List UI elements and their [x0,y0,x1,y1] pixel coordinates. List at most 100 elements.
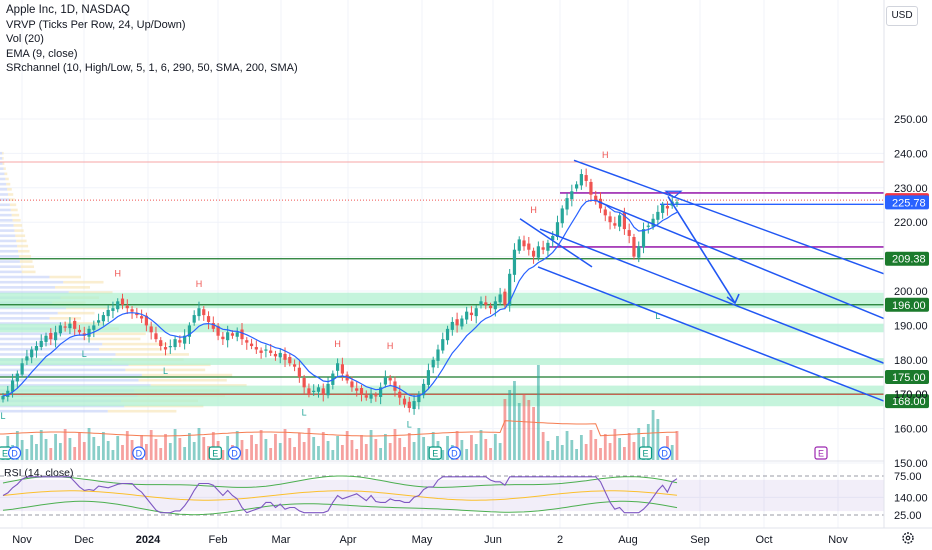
rsi-band [0,479,884,512]
volume-bar [608,443,612,460]
candle-body [192,315,196,323]
volume-bar [264,439,268,460]
candle-body [522,240,526,247]
volume-bar [393,429,397,460]
volume-bar [431,432,435,460]
volume-profile-bar [0,239,17,243]
volume-bar [536,365,540,460]
time-tick-label: Jun [484,534,502,546]
volume-profile-bar [0,317,50,320]
volume-bar [575,449,578,460]
candle-body [603,209,607,216]
volume-profile-bar [0,286,55,289]
candle-body [589,181,593,195]
volume-bar [522,394,526,460]
candle-body [6,390,10,397]
volume-bar [412,442,416,460]
volume-profile-bar [141,373,233,377]
volume-bar [551,450,555,460]
candle-body [178,340,182,343]
volume-profile-bar [0,249,19,253]
volume-bar [111,450,115,460]
rsi-ma-line [2,490,678,501]
volume-bar [35,444,38,460]
volume-bar [584,444,588,460]
candle-body [39,340,43,348]
volume-profile-bar [0,234,16,238]
volume-profile-bar [0,208,11,212]
candle-body [422,383,426,396]
candle-body [97,320,101,323]
volume-profile-bar [0,347,99,351]
candle-body [30,349,34,358]
volume-bar [603,434,607,460]
candle-body [632,236,636,257]
volume-bar [656,419,660,460]
swing-low-label: L [302,408,307,418]
volume-bar [407,433,411,460]
rsi-upper-band [2,475,678,488]
price-badge-bg [885,394,929,409]
volume-profile-bar [2,151,4,155]
indicator-ema[interactable]: EMA (9, close) [6,47,78,60]
swing-low-label: L [407,420,412,430]
price-tick-label: 240.00 [894,148,928,160]
candle-body [364,395,368,398]
volume-profile-bar [99,347,162,351]
candle-body [594,195,598,202]
volume-bar [345,431,349,460]
candle-body [206,316,211,322]
volume-bar [498,443,502,460]
earnings-marker: E [428,446,442,460]
candle-body [560,208,564,224]
candle-body [369,394,373,399]
rsi-title[interactable]: RSI (14, close) [4,467,73,479]
candle-body [312,390,316,392]
candle-body [130,309,134,312]
currency-button[interactable]: USD [886,6,918,26]
candle-body [235,332,239,337]
settings-gear-icon[interactable] [902,532,914,544]
candle-body [469,312,474,316]
candle-body [63,326,67,328]
volume-bar [474,444,478,460]
candle-body [618,215,622,227]
volume-bar [283,429,287,460]
volume-profile-bar [49,317,81,320]
candle-body [326,383,330,396]
gear-outer [902,532,914,544]
indicator-vrvp[interactable]: VRVP (Ticks Per Row, 24, Up/Down) [6,18,186,31]
volume-bar [245,449,249,460]
volume-bar [288,438,292,460]
marker-shape [447,446,461,460]
volume-bar [82,442,86,460]
candle-body [202,309,206,316]
candle-body [211,322,215,329]
sr-zone [0,358,884,365]
candle-body [350,381,354,388]
candle-body [546,242,550,251]
candle-body [106,309,110,317]
candle-body [531,250,536,257]
candle-body [388,378,392,381]
volume-ma-line [0,420,678,437]
candle-body [570,191,574,200]
swing-high-label: H [387,341,394,351]
candle-body [111,308,115,311]
sr-zone [0,385,884,407]
volume-profile-bar [138,378,227,382]
symbol-title[interactable]: Apple Inc, 1D, NASDAQ [6,4,130,16]
volume-profile-bar [18,249,30,253]
indicator-srchannel[interactable]: SRchannel (10, High/Low, 5, 1, 6, 290, 5… [6,62,298,75]
marker-shape [227,446,242,460]
swing-low-label: L [655,311,660,321]
time-tick-label: Dec [74,534,94,546]
volume-profile-bar [49,275,81,279]
indicator-vol[interactable]: Vol (20) [6,33,44,46]
price-badge: 175.00 [885,370,929,384]
candle-body [656,211,660,220]
volume-bar [484,439,488,460]
volume-bar [326,441,330,460]
